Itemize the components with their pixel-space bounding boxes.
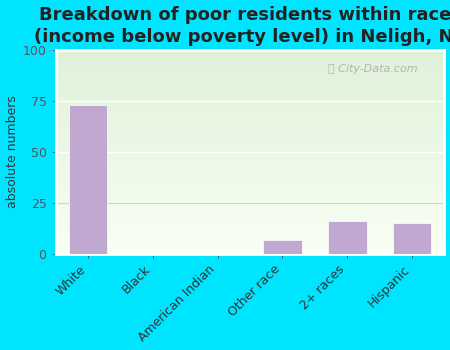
Bar: [328, 221, 367, 254]
Bar: [392, 223, 432, 254]
Y-axis label: absolute numbers: absolute numbers: [5, 96, 18, 209]
Text: Ⓜ City-Data.com: Ⓜ City-Data.com: [328, 64, 418, 74]
Title: Breakdown of poor residents within races
(income below poverty level) in Neligh,: Breakdown of poor residents within races…: [34, 6, 450, 46]
Bar: [263, 240, 302, 254]
Bar: [68, 105, 108, 254]
